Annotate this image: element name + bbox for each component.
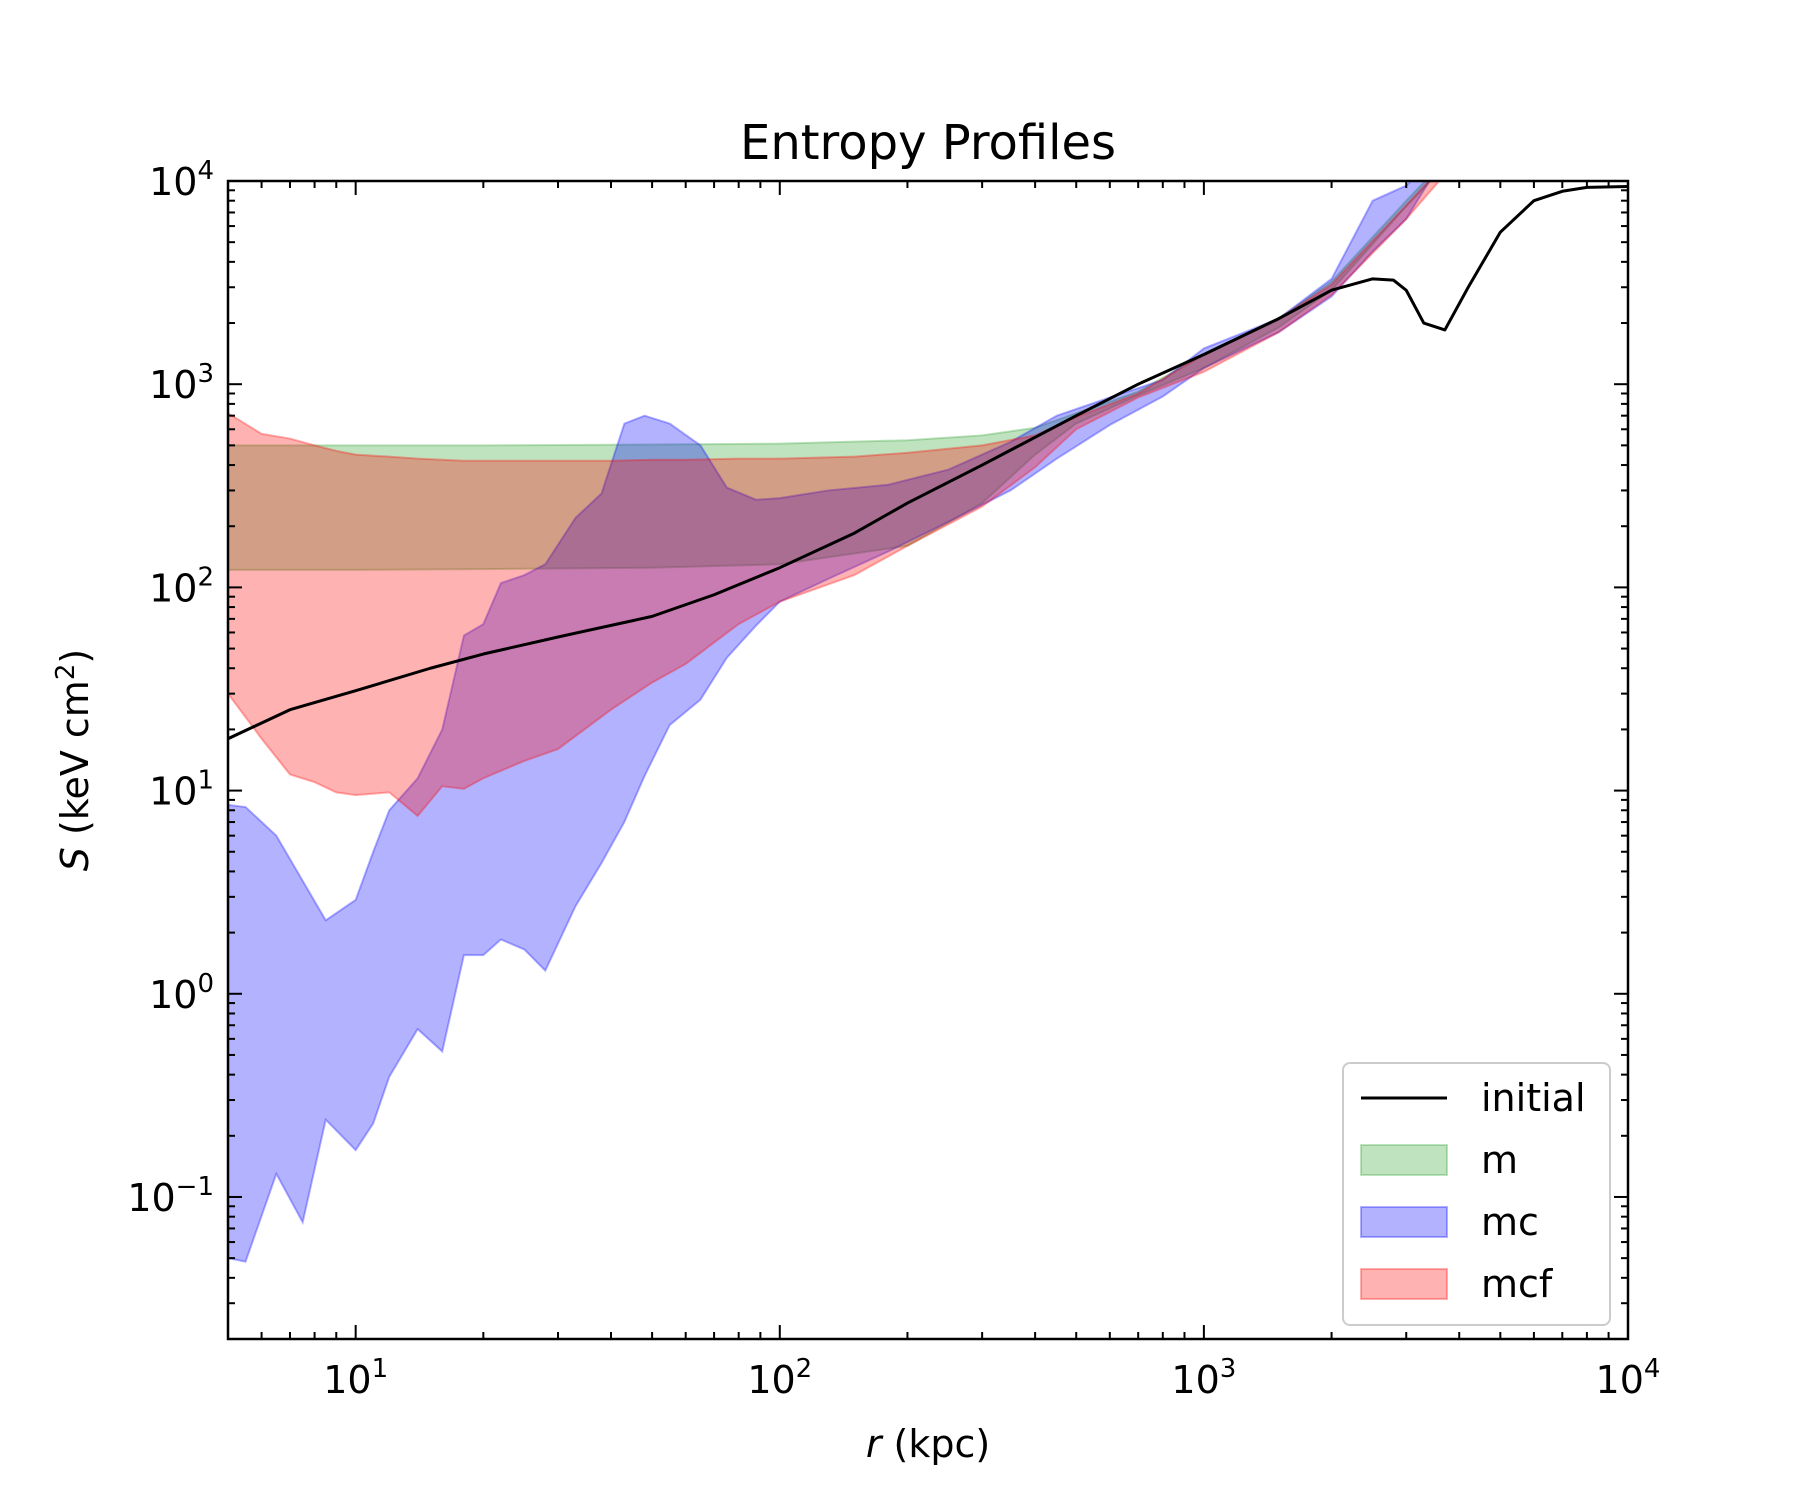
y-tick-label-base: 10 bbox=[149, 973, 197, 1017]
y-tick-label: 100 bbox=[149, 969, 214, 1017]
legend-swatch-mcf bbox=[1360, 1268, 1448, 1300]
x-tick-label-exponent: 1 bbox=[372, 1354, 389, 1384]
y-axis-unit: (keV cm bbox=[53, 680, 97, 847]
y-tick-label-base: 10 bbox=[149, 363, 197, 407]
x-tick-label: 101 bbox=[323, 1354, 388, 1402]
x-tick-label-exponent: 3 bbox=[1220, 1354, 1237, 1384]
band-mcf bbox=[228, 181, 1441, 818]
chart-title: Entropy Profiles bbox=[740, 115, 1116, 171]
y-tick-label: 102 bbox=[149, 562, 214, 610]
legend-label-m: m bbox=[1481, 1138, 1518, 1182]
legend-label-initial: initial bbox=[1481, 1076, 1586, 1120]
y-tick-label-exponent: −1 bbox=[176, 1172, 214, 1202]
y-tick-label-base: 10 bbox=[127, 1176, 175, 1220]
line-initial bbox=[228, 184, 1628, 741]
band-m bbox=[228, 181, 1433, 571]
lines-layer bbox=[228, 184, 1628, 741]
legend-label-mc: mc bbox=[1481, 1200, 1539, 1244]
y-tick-label-base: 10 bbox=[149, 566, 197, 610]
bands-layer bbox=[228, 181, 1441, 1263]
legend: initial m mc mcf bbox=[1342, 1062, 1611, 1326]
x-axis-unit: (kpc) bbox=[881, 1422, 990, 1466]
legend-item-mcf: mcf bbox=[1360, 1262, 1554, 1306]
y-tick-label-exponent: 1 bbox=[197, 766, 214, 796]
y-tick-label-base: 10 bbox=[149, 160, 197, 204]
y-tick-label: 103 bbox=[149, 359, 214, 407]
y-axis-unit-close: ) bbox=[53, 649, 97, 664]
legend-swatch-m bbox=[1360, 1144, 1448, 1176]
x-tick-label: 104 bbox=[1596, 1354, 1661, 1402]
y-axis-label: S (keV cm2) bbox=[51, 649, 97, 871]
band-mc bbox=[228, 181, 1431, 1263]
y-tick-label-exponent: 3 bbox=[197, 359, 214, 389]
legend-item-m: m bbox=[1360, 1138, 1518, 1182]
plot-frame bbox=[226, 179, 1630, 1341]
y-tick-label-base: 10 bbox=[149, 770, 197, 814]
x-tick-label-base: 10 bbox=[747, 1358, 795, 1402]
x-axis-label: r (kpc) bbox=[866, 1422, 990, 1466]
y-axis-variable: S bbox=[53, 847, 97, 871]
y-tick-label-exponent: 2 bbox=[197, 562, 214, 592]
x-tick-label-base: 10 bbox=[1171, 1358, 1219, 1402]
y-tick-label-exponent: 4 bbox=[197, 156, 214, 186]
y-tick-label: 101 bbox=[149, 766, 214, 814]
x-tick-label-exponent: 4 bbox=[1644, 1354, 1661, 1384]
legend-label-mcf: mcf bbox=[1481, 1262, 1554, 1306]
legend-swatch-mc bbox=[1360, 1206, 1448, 1238]
y-axis-unit-superscript: 2 bbox=[51, 664, 81, 681]
x-tick-label-base: 10 bbox=[1596, 1358, 1644, 1402]
x-tick-label-exponent: 2 bbox=[796, 1354, 813, 1384]
x-tick-label-base: 10 bbox=[323, 1358, 371, 1402]
x-tick-label: 103 bbox=[1171, 1354, 1236, 1402]
y-tick-label: 10−1 bbox=[127, 1172, 214, 1220]
y-tick-label-exponent: 0 bbox=[197, 969, 214, 999]
y-tick-label: 104 bbox=[149, 156, 214, 204]
legend-box bbox=[1342, 1062, 1611, 1326]
legend-item-initial: initial bbox=[1361, 1076, 1586, 1120]
legend-item-mc: mc bbox=[1360, 1200, 1539, 1244]
x-tick-label: 102 bbox=[747, 1354, 812, 1402]
x-axis-variable: r bbox=[866, 1422, 884, 1466]
